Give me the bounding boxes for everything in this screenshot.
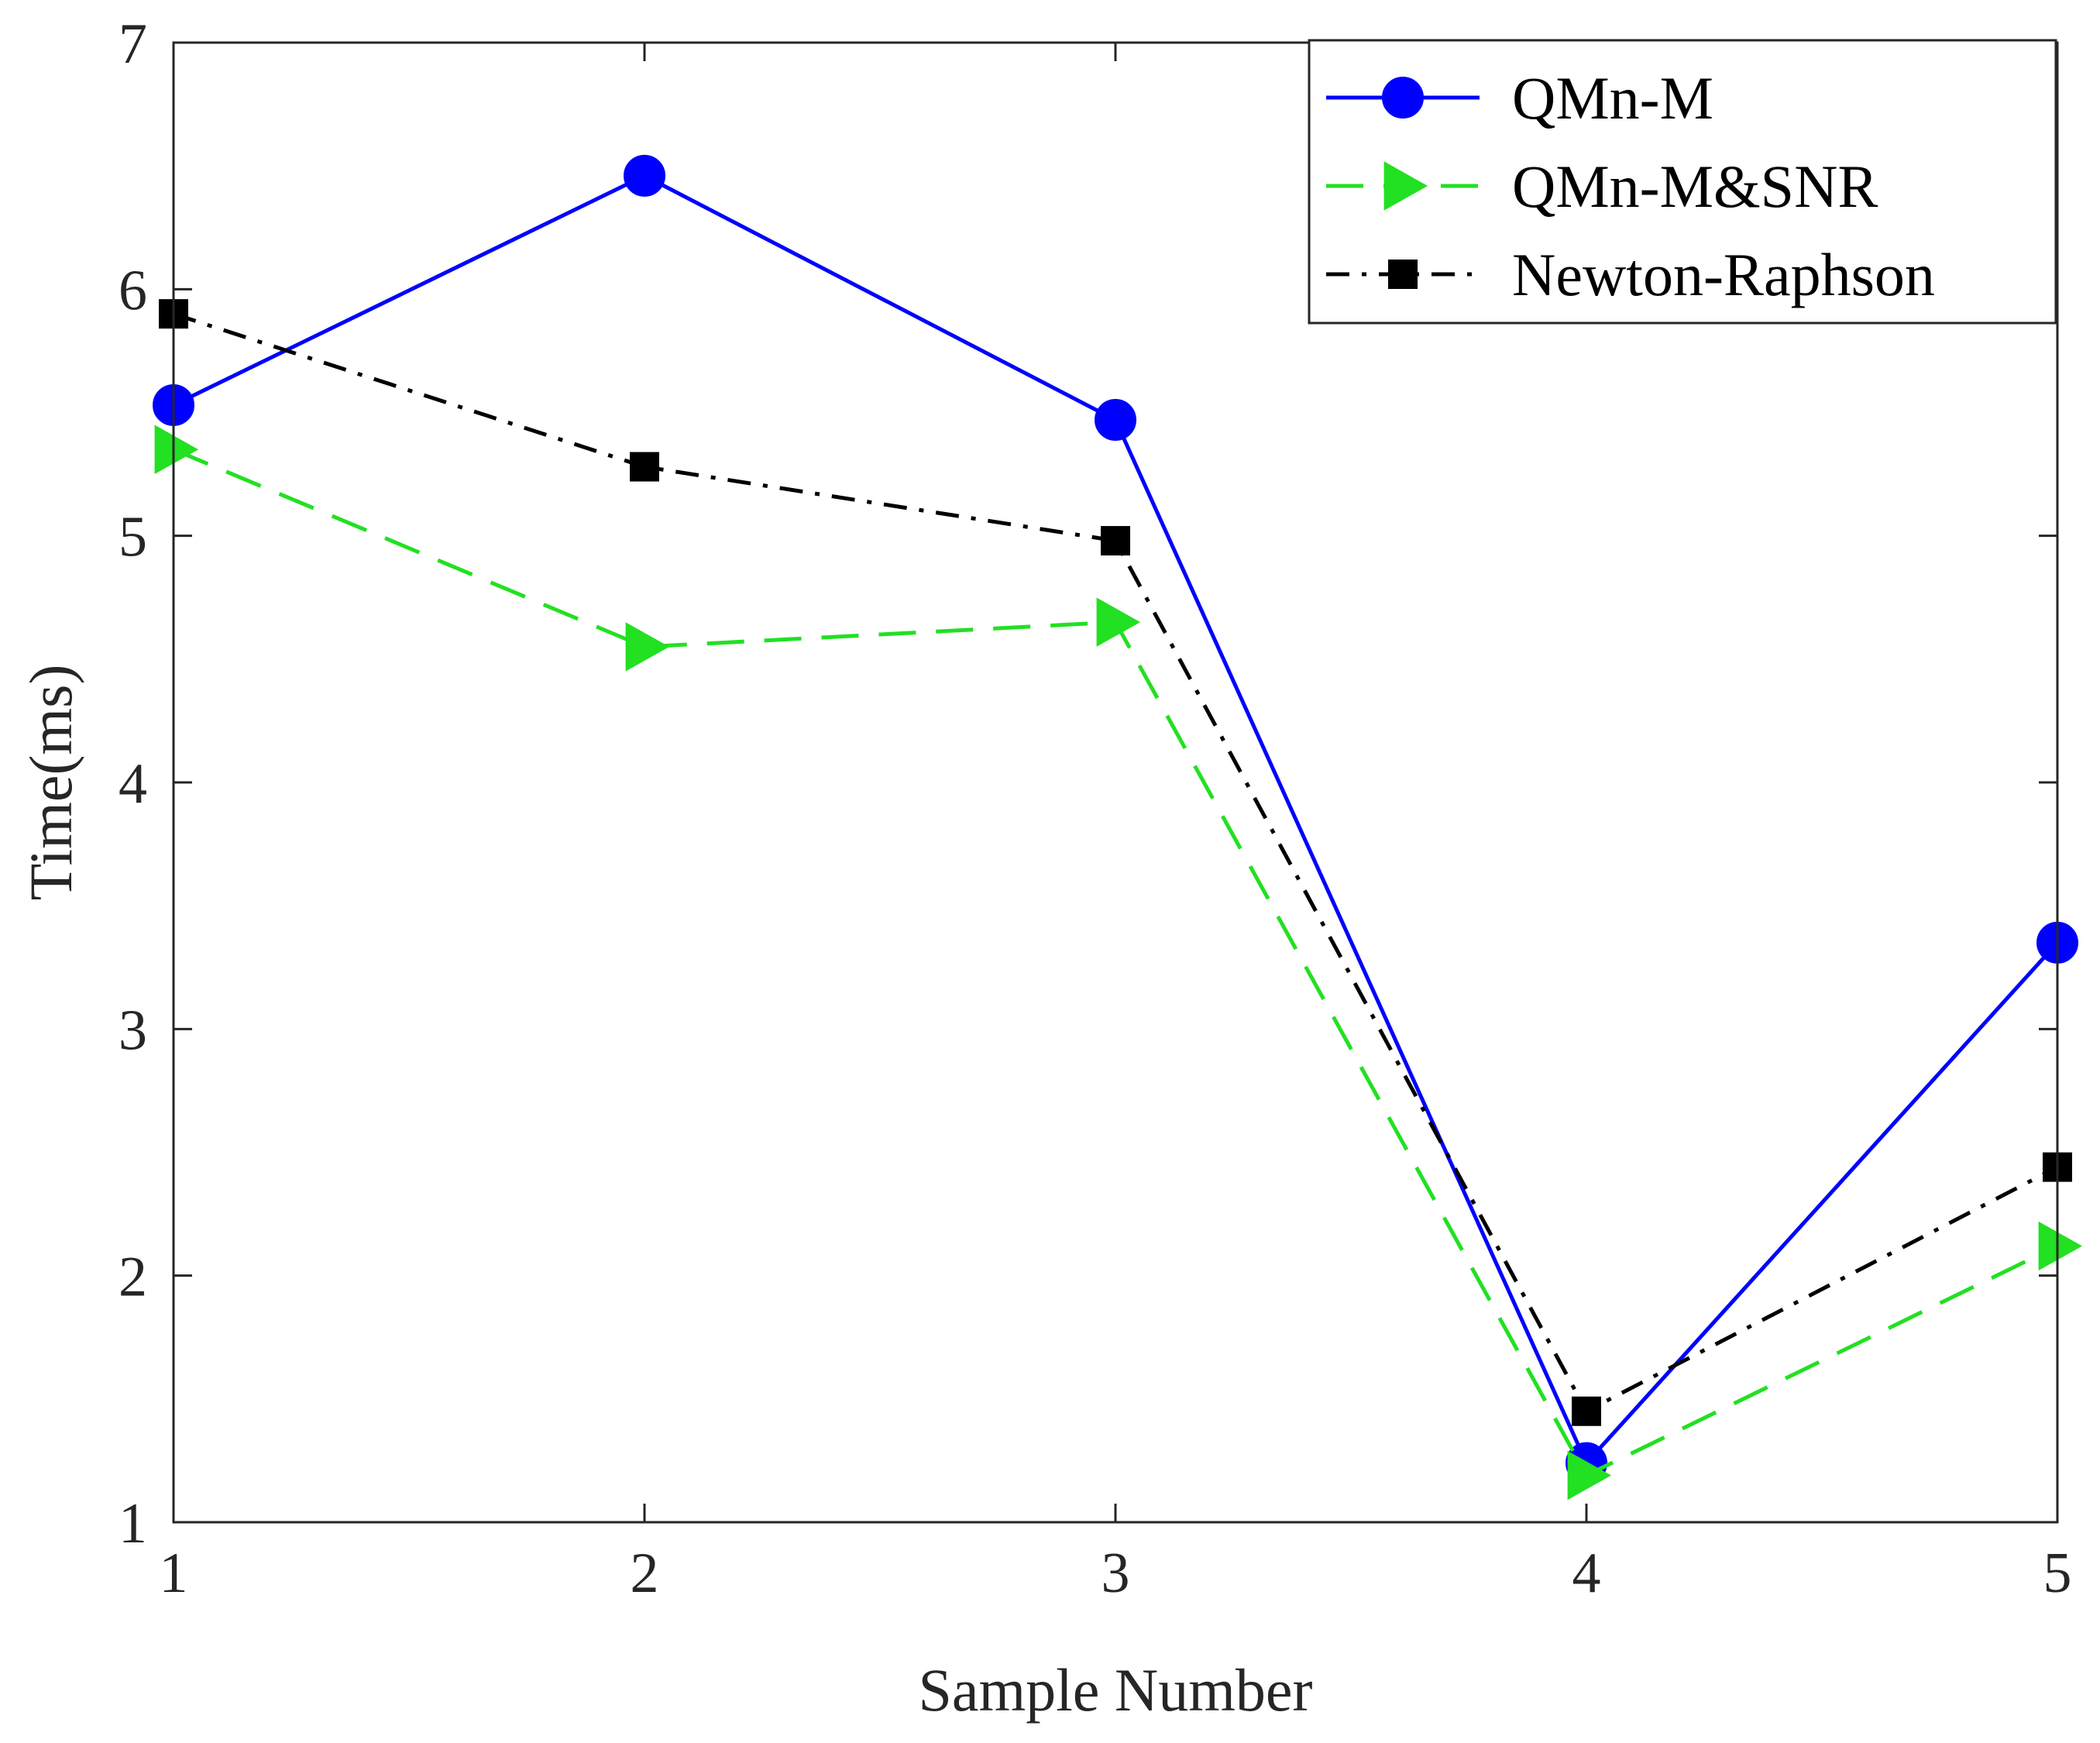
data-point-QMn-M&SNR-4: [1567, 1450, 1612, 1501]
series-QMn-M&SNR: [154, 425, 2083, 1501]
ticks-layer: 1 2 3 4 5 1 2 3 4 5 6 7: [119, 12, 2072, 1605]
y-tick-label: 2: [119, 1246, 147, 1309]
legend-item-QMn-M: QMn-M: [1326, 64, 1713, 132]
legend-label-Newton-Raphson: Newton-Raphson: [1512, 241, 1935, 308]
y-tick-label: 3: [119, 999, 147, 1062]
y-tick-label: 5: [119, 506, 147, 569]
series-line-Newton-Raphson: [173, 311, 2059, 1414]
x-tick-label: 3: [1102, 1542, 1130, 1605]
y-axis-label: Time(ms): [17, 665, 84, 901]
series-Newton-Raphson: [159, 299, 2072, 1426]
series-layer: [153, 154, 2083, 1501]
data-point-QMn-M&SNR-2: [625, 622, 670, 672]
x-axis-label: Sample Number: [918, 1656, 1312, 1724]
data-point-QMn-M-2: [624, 154, 665, 197]
y-tick-label: 1: [119, 1492, 147, 1556]
legend-marker-QMn-M: [1382, 77, 1424, 119]
x-tick-label: 1: [160, 1542, 188, 1605]
legend-item-Newton-Raphson: Newton-Raphson: [1326, 241, 1935, 308]
legend-marker-Newton-Raphson: [1388, 260, 1418, 289]
data-point-QMn-M&SNR-5: [2038, 1221, 2083, 1271]
y-tick-label: 6: [119, 259, 147, 322]
y-tick-label: 7: [119, 12, 147, 76]
legend: QMn-M QMn-M&SNR Newton-Raphson: [1308, 39, 2057, 325]
legend-item-QMn-M&SNR: QMn-M&SNR: [1326, 153, 1878, 220]
x-tick-label: 2: [631, 1542, 659, 1605]
x-tick-label: 5: [2043, 1542, 2072, 1605]
data-point-QMn-M&SNR-3: [1096, 597, 1141, 647]
data-point-Newton-Raphson-4: [1572, 1396, 1601, 1426]
legend-label-QMn-M&SNR: QMn-M&SNR: [1512, 153, 1878, 220]
data-point-QMn-M-3: [1095, 399, 1136, 442]
data-point-Newton-Raphson-3: [1101, 526, 1130, 556]
legend-marker-QMn-M&SNR: [1383, 161, 1428, 211]
y-tick-label: 4: [119, 752, 147, 816]
x-tick-label: 4: [1572, 1542, 1601, 1605]
data-point-QMn-M&SNR-1: [154, 425, 199, 474]
legend-label-QMn-M: QMn-M: [1512, 64, 1713, 132]
data-point-Newton-Raphson-2: [630, 452, 659, 482]
